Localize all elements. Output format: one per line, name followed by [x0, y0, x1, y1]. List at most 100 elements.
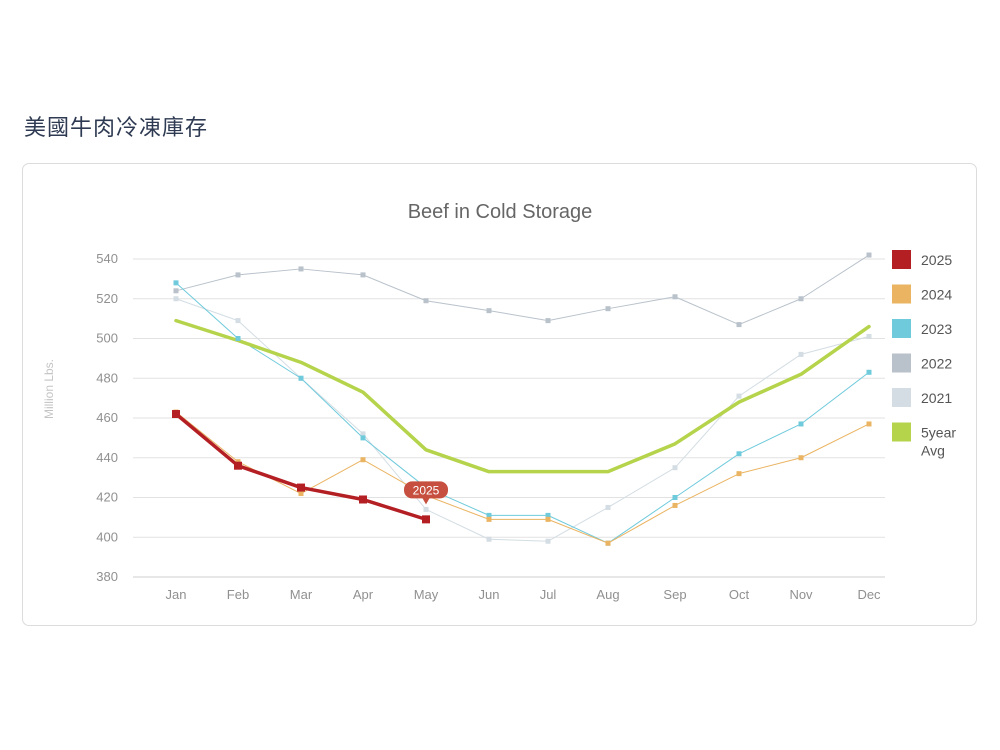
- data-point-2023[interactable]: [486, 512, 492, 518]
- data-point-2022[interactable]: [423, 298, 429, 304]
- data-point-2024[interactable]: [798, 455, 804, 461]
- series-line-2025: [174, 412, 428, 522]
- data-point-2022[interactable]: [360, 272, 366, 278]
- data-point-2023[interactable]: [545, 512, 551, 518]
- data-point-2023[interactable]: [173, 280, 179, 286]
- data-point-2021[interactable]: [423, 506, 429, 512]
- data-point-2021[interactable]: [798, 351, 804, 357]
- marker-layer: [172, 252, 872, 546]
- chart-title: Beef in Cold Storage: [408, 201, 593, 223]
- x-tick-label: Mar: [290, 587, 313, 602]
- tooltip-bubble: [404, 481, 448, 499]
- y-tick-label: 460: [96, 410, 118, 425]
- series-line-2024: [175, 411, 870, 544]
- data-point-2021[interactable]: [866, 334, 872, 340]
- x-tick-label: Jan: [166, 587, 187, 602]
- data-point-2024[interactable]: [866, 421, 872, 427]
- y-tick-label: 540: [96, 251, 118, 266]
- legend: 2025 2024 2023 2022 2021 5year Avg: [892, 250, 956, 459]
- data-point-2025[interactable]: [297, 483, 305, 492]
- y-tick-label: 420: [96, 490, 118, 505]
- tooltip-pointer: [422, 497, 430, 505]
- legend-label-2022[interactable]: 2022: [921, 356, 952, 372]
- data-point-2025[interactable]: [172, 410, 180, 419]
- x-tick-label: Nov: [789, 587, 813, 602]
- data-point-2021[interactable]: [736, 393, 742, 399]
- data-point-2024[interactable]: [672, 502, 678, 508]
- legend-label-2024[interactable]: 2024: [921, 287, 952, 303]
- legend-swatch-2022[interactable]: [892, 353, 911, 373]
- legend-swatch-2023[interactable]: [892, 319, 911, 338]
- data-point-2022[interactable]: [173, 288, 179, 294]
- data-point-2021[interactable]: [605, 504, 611, 510]
- data-point-2023[interactable]: [235, 336, 241, 341]
- chart-svg: Beef in Cold Storage Jan Feb Mar Apr May Jun J…: [42, 201, 956, 602]
- x-tick-label: Jun: [479, 587, 500, 602]
- data-point-2022[interactable]: [798, 296, 804, 302]
- x-tick-label: Jul: [540, 587, 557, 602]
- data-point-2025[interactable]: [359, 495, 367, 504]
- series-line-2022: [175, 254, 870, 326]
- data-point-2021[interactable]: [672, 465, 678, 471]
- data-point-2021[interactable]: [486, 536, 492, 542]
- data-point-2022[interactable]: [672, 294, 678, 300]
- data-point-2023[interactable]: [360, 435, 366, 441]
- data-point-2021[interactable]: [545, 538, 551, 544]
- x-axis-ticks: Jan Feb Mar Apr May Jun Jul Aug Sep Oct Nov Dec: [166, 587, 882, 602]
- data-point-2024[interactable]: [298, 491, 304, 497]
- y-tick-label: 520: [96, 291, 118, 306]
- data-point-2022[interactable]: [486, 308, 492, 314]
- data-point-2022[interactable]: [235, 272, 241, 278]
- legend-swatch-5year-avg[interactable]: [892, 422, 911, 442]
- data-point-2024[interactable]: [360, 457, 366, 463]
- data-point-2024[interactable]: [736, 471, 742, 477]
- tooltip-label: 2025: [413, 483, 440, 497]
- grid-layer: [133, 258, 885, 578]
- legend-swatch-2021[interactable]: [892, 388, 911, 407]
- legend-label-2023[interactable]: 2023: [921, 321, 952, 337]
- data-point-2025[interactable]: [234, 461, 242, 470]
- series-layer: [174, 254, 871, 544]
- x-tick-label: Apr: [353, 587, 374, 602]
- x-tick-label: Sep: [663, 587, 686, 602]
- x-tick-label: Aug: [596, 587, 619, 602]
- data-point-2021[interactable]: [360, 431, 366, 437]
- data-point-2021[interactable]: [173, 296, 179, 302]
- y-tick-label: 500: [96, 331, 118, 346]
- series-line-2021: [175, 298, 870, 542]
- x-tick-label: Feb: [227, 587, 249, 602]
- data-point-2022[interactable]: [298, 266, 304, 272]
- y-tick-label: 380: [96, 569, 118, 584]
- x-tick-label: Dec: [857, 587, 881, 602]
- x-tick-label: Oct: [729, 587, 750, 602]
- data-point-2025[interactable]: [422, 515, 430, 524]
- y-axis-title: Million Lbs.: [42, 359, 56, 419]
- data-point-2023[interactable]: [736, 451, 742, 457]
- legend-label-5year-avg[interactable]: 5year Avg: [921, 425, 956, 459]
- data-point-2022[interactable]: [545, 318, 551, 324]
- y-tick-label: 480: [96, 370, 118, 385]
- legend-label-2025[interactable]: 2025: [921, 252, 952, 268]
- series-line-5year-avg: [174, 318, 871, 474]
- data-point-2024[interactable]: [486, 516, 492, 522]
- data-point-2022[interactable]: [605, 306, 611, 312]
- data-point-2022[interactable]: [866, 252, 872, 258]
- data-point-2023[interactable]: [298, 375, 304, 381]
- data-point-2024[interactable]: [605, 540, 611, 546]
- data-tooltip: 2025: [404, 481, 448, 505]
- x-tick-label: May: [414, 587, 439, 602]
- data-point-2023[interactable]: [798, 421, 804, 427]
- data-point-2024[interactable]: [545, 516, 551, 522]
- y-tick-label: 400: [96, 529, 118, 544]
- tooltip-layer: 2025: [404, 481, 448, 505]
- data-point-2022[interactable]: [736, 322, 742, 328]
- data-point-2021[interactable]: [235, 318, 241, 324]
- series-line-2023: [175, 282, 870, 544]
- data-point-2023[interactable]: [672, 495, 678, 500]
- page-heading: 美國牛肉冷凍庫存: [24, 116, 209, 141]
- legend-swatch-2024[interactable]: [892, 284, 911, 304]
- legend-swatch-2025[interactable]: [892, 250, 911, 269]
- y-axis-ticks: 380 400 420 440 460 480 500 520 540: [96, 251, 118, 584]
- legend-label-2021[interactable]: 2021: [921, 390, 952, 406]
- data-point-2023[interactable]: [866, 369, 872, 375]
